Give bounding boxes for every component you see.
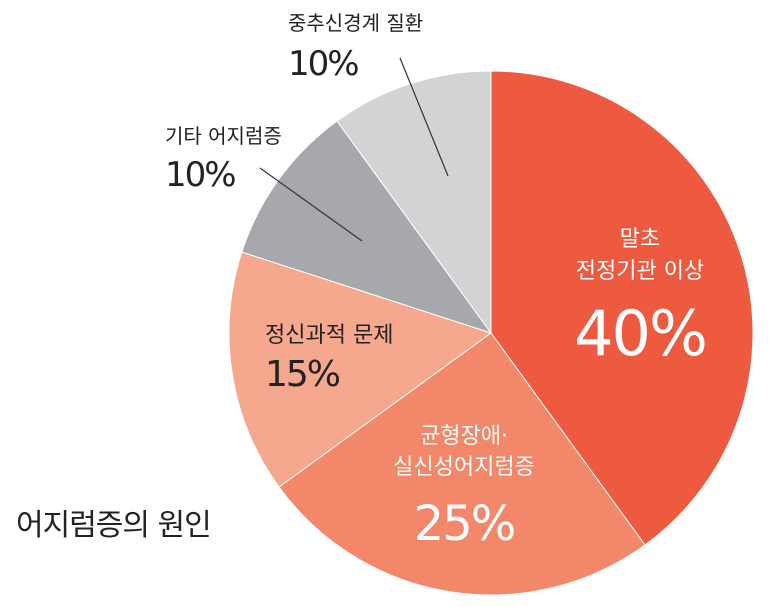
slice-4-leader-line — [259, 167, 363, 242]
pie-slice-2 — [278, 332, 646, 596]
slice-5-label-line-1: 중추신경계 질환 — [288, 11, 423, 35]
slice-5-value-label: 10% — [288, 44, 358, 84]
pie-slices — [228, 70, 754, 596]
slice-3-label-line-1: 정신과적 문제 — [265, 323, 393, 348]
slice-2-label-line-2: 실신성어지럼증 — [393, 455, 535, 480]
slice-3-value-label: 15% — [265, 354, 340, 395]
slice-1-label-line-2: 전정기관 이상 — [576, 259, 704, 284]
pie-slice-1 — [490, 70, 754, 546]
slice-5-leader-line — [399, 57, 449, 177]
pie-slice-3 — [228, 251, 493, 488]
slice-1-label-line-1: 말초 — [620, 227, 660, 252]
leader-lines — [259, 57, 449, 242]
chart-title: 어지럼증의 원인 — [16, 508, 212, 543]
slice-4-label-line-1: 기타 어지럼증 — [165, 124, 282, 148]
slice-2-label-line-1: 균형장애· — [420, 424, 508, 449]
slice-1-value-label: 40% — [574, 297, 706, 370]
slice-4-value-label: 10% — [165, 155, 235, 195]
pie-slice-4 — [241, 120, 493, 334]
slice-2-value-label: 25% — [414, 496, 515, 552]
